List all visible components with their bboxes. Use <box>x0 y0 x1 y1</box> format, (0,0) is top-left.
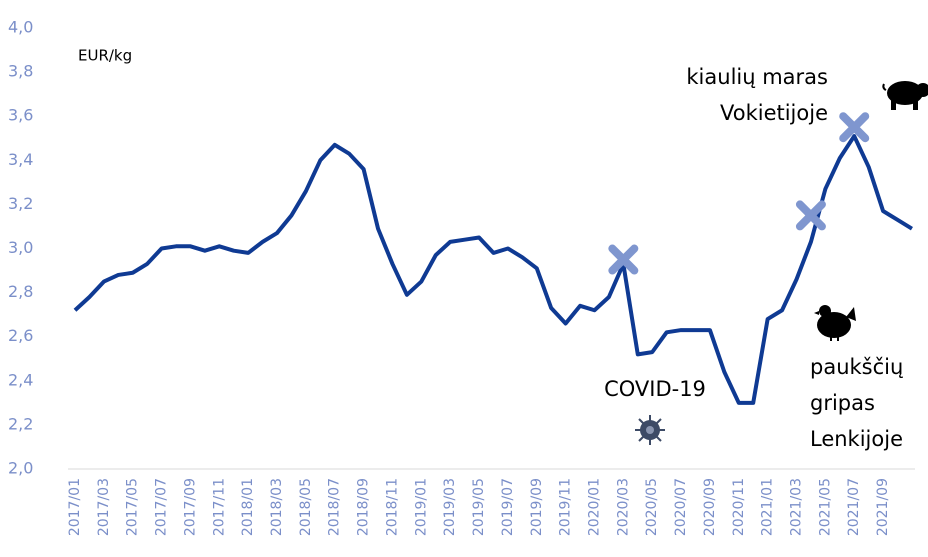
x-tick-label: 2021/05 <box>817 478 833 536</box>
y-tick-label: 2,2 <box>8 414 33 433</box>
x-tick-label: 2020/11 <box>731 478 747 536</box>
x-tick-label: 2018/11 <box>384 478 400 536</box>
x-tick-label: 2020/05 <box>644 478 660 536</box>
x-tick-label: 2020/07 <box>673 478 689 536</box>
x-tick-label: 2020/09 <box>702 478 718 536</box>
y-tick-label: 2,6 <box>8 326 33 345</box>
unit-label: EUR/kg <box>78 47 132 65</box>
chicken-icon <box>814 305 856 341</box>
x-tick-label: 2018/01 <box>240 478 256 536</box>
x-tick-label: 2017/11 <box>211 478 227 536</box>
event-marker <box>608 244 639 275</box>
x-tick-label: 2018/03 <box>269 478 285 536</box>
virus-icon <box>635 415 665 445</box>
x-tick-label: 2019/07 <box>500 478 516 536</box>
y-tick-label: 4,0 <box>8 18 33 37</box>
x-tick-label: 2017/09 <box>182 478 198 536</box>
x-tick-label: 2018/09 <box>356 478 372 536</box>
y-tick-label: 2,8 <box>8 282 33 301</box>
x-tick-label: 2021/07 <box>846 478 862 536</box>
annotation: Vokietijoje <box>720 101 828 125</box>
annotation: Lenkijoje <box>810 427 903 451</box>
event-marker <box>839 112 870 143</box>
y-tick-label: 2,0 <box>8 459 33 478</box>
annotation: paukščių <box>810 355 903 379</box>
x-tick-label: 2020/01 <box>586 478 602 536</box>
annotation: COVID-19 <box>604 377 706 401</box>
x-tick-label: 2019/11 <box>558 478 574 536</box>
x-tick-label: 2020/03 <box>615 478 631 536</box>
y-tick-label: 3,0 <box>8 238 33 257</box>
annotation: gripas <box>810 391 875 415</box>
annotation: kiaulių maras <box>686 65 828 89</box>
x-tick-label: 2021/03 <box>789 478 805 536</box>
x-tick-label: 2021/09 <box>875 478 891 536</box>
x-tick-label: 2017/01 <box>67 478 83 536</box>
x-tick-label: 2019/03 <box>442 478 458 536</box>
y-tick-label: 2,4 <box>8 370 33 389</box>
x-tick-label: 2019/09 <box>529 478 545 536</box>
x-tick-label: 2018/05 <box>298 478 314 536</box>
y-tick-label: 3,2 <box>8 194 33 213</box>
y-tick-label: 3,8 <box>8 62 33 81</box>
y-tick-label: 3,4 <box>8 150 33 169</box>
x-tick-label: 2017/05 <box>125 478 141 536</box>
price-line <box>73 134 913 405</box>
event-marker <box>795 200 826 231</box>
pig-icon <box>882 81 928 110</box>
y-tick-label: 3,6 <box>8 106 33 125</box>
x-tick-label: 2019/05 <box>471 478 487 536</box>
x-tick-label: 2018/07 <box>327 478 343 536</box>
x-tick-label: 2019/01 <box>413 478 429 536</box>
x-tick-label: 2017/07 <box>154 478 170 536</box>
x-tick-label: 2021/01 <box>760 478 776 536</box>
x-tick-label: 2017/03 <box>96 478 112 536</box>
